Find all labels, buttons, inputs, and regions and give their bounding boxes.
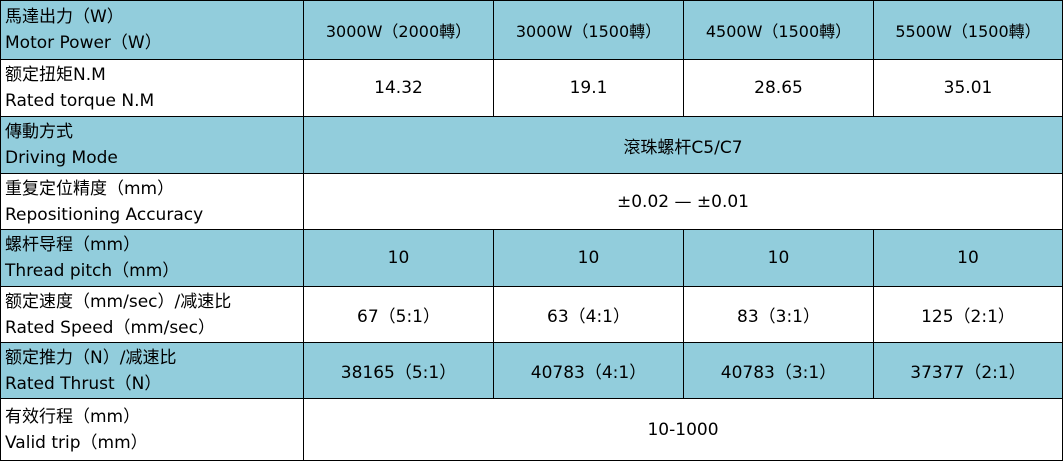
label-line: 有效行程（mm） xyxy=(5,406,141,427)
label-line: Rated torque N.M xyxy=(5,91,155,111)
cell: 3000W（2000轉） xyxy=(303,0,494,60)
row-label: 重复定位精度（mm） Repositioning Accuracy xyxy=(0,173,304,230)
label-line: Thread pitch（mm） xyxy=(5,261,180,281)
cell: ±0.02 — ±0.01 xyxy=(303,173,1063,230)
table-row: 傳動方式 Driving Mode 滾珠螺杆C5/C7 xyxy=(0,116,1063,174)
row-label: 傳動方式 Driving Mode xyxy=(0,116,304,174)
label-line: Rated Speed（mm/sec） xyxy=(5,317,215,338)
cell: 35.01 xyxy=(873,59,1063,117)
label-line: 额定速度（mm/sec）/减速比 xyxy=(5,291,232,312)
table-row: 馬達出力（W） Motor Power（W） 3000W（2000轉） 3000W（1… xyxy=(0,0,1063,60)
row-label: 额定推力（N）/减速比 Rated Thrust（N） xyxy=(0,342,304,399)
table-row: 螺杆导程（mm） Thread pitch（mm） 10 10 10 10 xyxy=(0,229,1063,287)
table-row: 额定速度（mm/sec）/减速比 Rated Speed（mm/sec） 67（5:… xyxy=(0,286,1063,343)
cell: 3000W（1500轉） xyxy=(493,0,684,60)
cell: 10 xyxy=(873,229,1063,287)
cell: 37377（2:1） xyxy=(873,342,1063,399)
label-line: Motor Power（W） xyxy=(5,33,162,53)
row-label: 额定扭矩N.M Rated torque N.M xyxy=(0,59,304,117)
label-line: 额定扭矩N.M xyxy=(5,65,106,85)
table-row: 额定扭矩N.M Rated torque N.M 14.32 19.1 28.65 35.… xyxy=(0,59,1063,117)
table-row: 有效行程（mm） Valid trip（mm） 10-1000 xyxy=(0,398,1063,461)
cell: 4500W（1500轉） xyxy=(683,0,874,60)
cell: 5500W（1500轉） xyxy=(873,0,1063,60)
label-line: Repositioning Accuracy xyxy=(5,204,204,225)
label-line: Valid trip（mm） xyxy=(5,432,148,453)
label-line: 馬達出力（W） xyxy=(5,7,124,27)
label-line: Rated Thrust（N） xyxy=(5,373,162,394)
cell: 19.1 xyxy=(493,59,684,117)
cell: 63（4:1） xyxy=(493,286,684,343)
cell: 10 xyxy=(493,229,684,287)
table-row: 重复定位精度（mm） Repositioning Accuracy ±0.02 — … xyxy=(0,173,1063,230)
label-line: 重复定位精度（mm） xyxy=(5,178,175,199)
label-line: Driving Mode xyxy=(5,148,118,168)
row-label: 有效行程（mm） Valid trip（mm） xyxy=(0,398,304,461)
row-label: 螺杆导程（mm） Thread pitch（mm） xyxy=(0,229,304,287)
cell: 滾珠螺杆C5/C7 xyxy=(303,116,1063,174)
cell: 125（2:1） xyxy=(873,286,1063,343)
cell: 10 xyxy=(683,229,874,287)
cell: 67（5:1） xyxy=(303,286,494,343)
label-line: 额定推力（N）/减速比 xyxy=(5,347,177,368)
cell: 40783（4:1） xyxy=(493,342,684,399)
cell: 83（3:1） xyxy=(683,286,874,343)
cell: 10 xyxy=(303,229,494,287)
row-label: 馬達出力（W） Motor Power（W） xyxy=(0,0,304,60)
cell: 38165（5:1） xyxy=(303,342,494,399)
cell: 10-1000 xyxy=(303,398,1063,461)
label-line: 螺杆导程（mm） xyxy=(5,235,141,255)
table-row: 额定推力（N）/减速比 Rated Thrust（N） 38165（5:1） 4078… xyxy=(0,342,1063,399)
cell: 14.32 xyxy=(303,59,494,117)
cell: 40783（3:1） xyxy=(683,342,874,399)
row-label: 额定速度（mm/sec）/减速比 Rated Speed（mm/sec） xyxy=(0,286,304,343)
label-line: 傳動方式 xyxy=(5,122,73,142)
cell: 28.65 xyxy=(683,59,874,117)
